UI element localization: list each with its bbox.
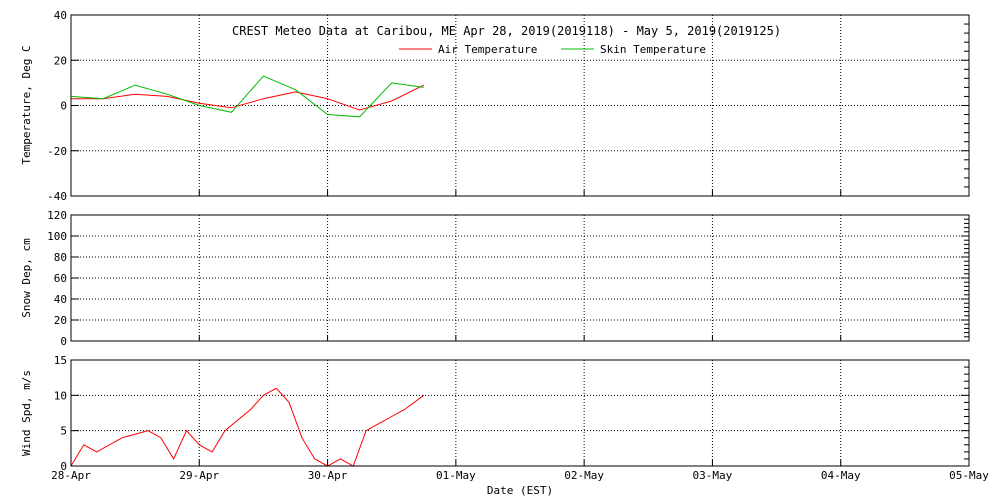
y-tick-label: 0 [60, 100, 67, 113]
series-line-wind-speed [70, 387, 425, 467]
y-axis-label-snow-depth: Snow Dep, cm [20, 238, 33, 318]
y-tick-label: 120 [47, 209, 67, 222]
x-tick-label: 29-Apr [179, 469, 219, 482]
x-axis-label: Date (EST) [487, 484, 553, 497]
x-tick-label: 05-May [949, 469, 989, 482]
y-axis-label-wind-speed: Wind Spd, m/s [20, 370, 33, 456]
grid-layer [71, 15, 969, 466]
legend-label: Skin Temperature [600, 43, 706, 56]
y-tick-label: 40 [54, 9, 67, 22]
y-tick-label: 20 [54, 314, 67, 327]
y-tick-label: 100 [47, 230, 67, 243]
y-tick-label: 40 [54, 293, 67, 306]
x-tick-label: 01-May [436, 469, 476, 482]
axes-layer [70, 14, 970, 467]
y-tick-label: 80 [54, 251, 67, 264]
x-tick-label: 02-May [564, 469, 604, 482]
x-tick-label: 03-May [693, 469, 733, 482]
y-tick-label: 10 [54, 389, 67, 402]
x-tick-label: 28-Apr [51, 469, 91, 482]
y-tick-label: 5 [60, 425, 67, 438]
text-layer: -40 -20 0 20 40 Temperature, Deg C Air Tempera… [20, 9, 989, 482]
series-layer [70, 75, 425, 467]
panel-frame-wind-speed [70, 359, 970, 467]
series-line-skin-temperature [70, 75, 424, 118]
x-tick-label: 04-May [821, 469, 861, 482]
series-line-air-temperature [71, 84, 425, 111]
chart-title: CREST Meteo Data at Caribou, ME Apr 28, … [232, 24, 781, 38]
y-tick-label: 20 [54, 54, 67, 67]
y-tick-label: 0 [60, 335, 67, 348]
x-tick-label: 30-Apr [308, 469, 348, 482]
y-tick-label: -40 [47, 190, 67, 203]
y-tick-label: 60 [54, 272, 67, 285]
y-tick-label: 0 [60, 460, 67, 473]
y-axis-label-temperature: Temperature, Deg C [20, 45, 33, 164]
y-tick-label: -20 [47, 145, 67, 158]
legend-label: Air Temperature [438, 43, 537, 56]
panel-frame-snow-depth [70, 214, 970, 342]
y-tick-label: 15 [54, 354, 67, 367]
